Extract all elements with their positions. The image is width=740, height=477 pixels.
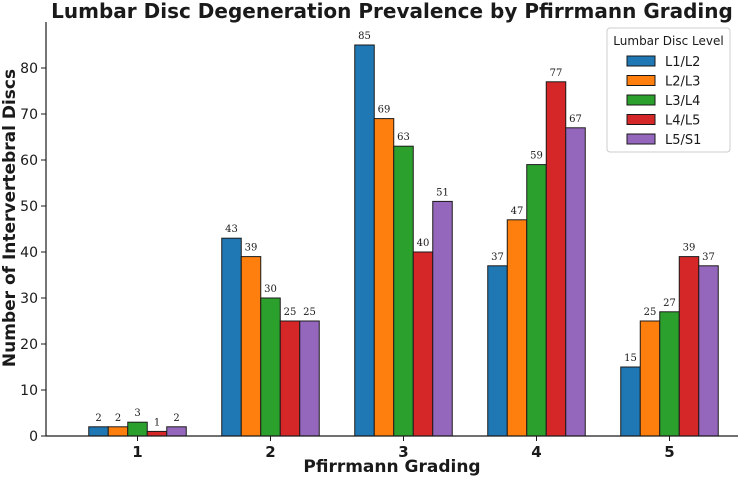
- legend-swatch: [626, 94, 656, 106]
- data-label: 30: [264, 284, 277, 295]
- legend-label: L2/L3: [665, 75, 700, 90]
- chart-title: Lumbar Disc Degeneration Prevalence by P…: [51, 0, 733, 23]
- x-tick-label: 2: [265, 443, 275, 461]
- data-label: 27: [663, 298, 676, 309]
- bar: [88, 426, 109, 437]
- bar: [432, 200, 453, 437]
- y-tick-label: 70: [20, 107, 38, 123]
- legend-label: L4/L5: [665, 114, 700, 129]
- y-tick-label: 10: [20, 383, 38, 399]
- legend-label: L1/L2: [665, 55, 700, 70]
- bar: [545, 81, 567, 437]
- x-tick-label: 4: [531, 443, 541, 461]
- legend: Lumbar Disc Level L1/L2 L2/L3 L3/L4 L4/L5 L5/…: [606, 27, 731, 153]
- legend-swatch: [626, 133, 656, 145]
- y-axis-label: Number of Intervertebral Discs: [0, 69, 20, 367]
- legend-swatch: [626, 55, 656, 67]
- bar: [373, 118, 395, 437]
- data-label: 2: [115, 413, 121, 424]
- bar: [299, 320, 320, 437]
- x-axis-label: Pfirrmann Grading: [303, 457, 480, 477]
- x-tick-label: 5: [664, 443, 674, 461]
- data-label: 37: [702, 252, 715, 263]
- y-tick-label: 60: [20, 153, 38, 169]
- bar: [698, 265, 719, 437]
- bar: [487, 265, 508, 437]
- y-tick-label: 50: [20, 199, 38, 215]
- x-tick-label: 1: [132, 443, 142, 461]
- data-label: 47: [511, 206, 524, 217]
- y-tick-label: 30: [20, 291, 38, 307]
- data-label: 77: [550, 68, 563, 79]
- legend-title: Lumbar Disc Level: [613, 34, 723, 48]
- data-label: 25: [303, 307, 316, 318]
- bar: [354, 44, 375, 437]
- data-label: 25: [284, 307, 297, 318]
- data-label: 63: [397, 132, 410, 143]
- bar: [565, 127, 586, 437]
- bar: [221, 237, 242, 437]
- axes: [45, 22, 738, 437]
- legend-swatch: [626, 75, 656, 86]
- bar: [260, 297, 281, 437]
- data-label: 85: [358, 31, 371, 42]
- bar: [146, 430, 168, 437]
- data-label: 51: [436, 187, 449, 198]
- bar: [639, 320, 661, 437]
- data-label: 2: [173, 413, 179, 424]
- data-label: 15: [624, 353, 637, 364]
- data-label: 39: [683, 243, 696, 254]
- legend-swatch: [626, 114, 656, 125]
- bar: [412, 251, 434, 437]
- bar: [620, 366, 641, 437]
- bar: [279, 320, 301, 437]
- bar: [506, 219, 528, 437]
- y-tick-label: 80: [20, 61, 38, 77]
- y-tick-label: 40: [20, 245, 38, 261]
- data-label: 3: [134, 408, 140, 419]
- data-label: 39: [245, 243, 258, 254]
- data-label: 69: [378, 105, 391, 116]
- data-label: 25: [644, 307, 657, 318]
- data-label: 43: [225, 224, 238, 235]
- y-ticks: 0 10 20 30 40 50 60 70 80: [20, 61, 46, 445]
- data-label: 67: [569, 114, 582, 125]
- data-label: 1: [154, 417, 160, 428]
- bar: [240, 256, 262, 437]
- bars: [88, 44, 719, 437]
- bar: [659, 311, 680, 437]
- data-label: 2: [95, 413, 101, 424]
- x-ticks: 1 2 3 4 5: [132, 436, 675, 461]
- bar: [127, 421, 148, 437]
- y-tick-label: 0: [29, 429, 38, 445]
- data-label: 37: [491, 252, 504, 263]
- bar: [526, 164, 547, 437]
- data-labels: 2 2 3 1 2 43 39 30 25 25 85 69 63 40 51 37 47 59 77 67 15 25 2…: [95, 31, 715, 428]
- bar: [393, 145, 414, 437]
- legend-label: L3/L4: [665, 94, 700, 109]
- legend-label: L5/S1: [665, 133, 701, 148]
- data-label: 40: [417, 238, 430, 249]
- y-tick-label: 20: [20, 337, 38, 353]
- bar: [678, 256, 700, 437]
- bar: [166, 426, 187, 437]
- x-tick-label: 3: [398, 443, 408, 461]
- bar: [107, 426, 129, 437]
- data-label: 59: [530, 151, 543, 162]
